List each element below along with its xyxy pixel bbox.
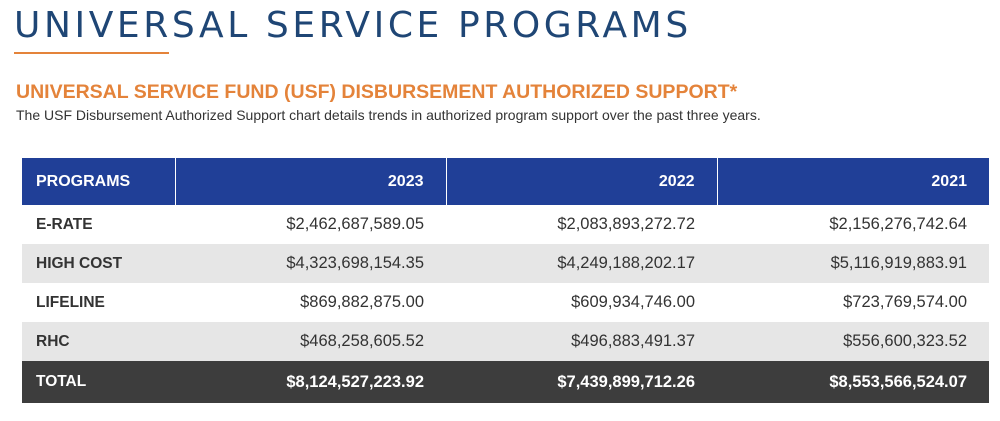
- column-header-2021: 2021: [716, 158, 989, 205]
- cell-2023: $4,323,698,154.35: [175, 244, 446, 283]
- row-label: RHC: [22, 322, 175, 361]
- cell-2021: $723,769,574.00: [843, 293, 967, 311]
- page-title: UNIVERSAL SERVICE PROGRAMS: [14, 5, 692, 46]
- cell-2021: $2,156,276,742.64: [829, 215, 967, 233]
- title-underline: [14, 52, 169, 54]
- cell-2022: $496,883,491.37: [446, 322, 717, 361]
- section-heading: UNIVERSAL SERVICE FUND (USF) DISBURSEMEN…: [16, 81, 738, 103]
- column-header-2023: 2023: [174, 158, 446, 205]
- usf-disbursement-table: PROGRAMS 2023 2022 2021 E-RATE $2,462,68…: [22, 158, 989, 403]
- total-label: TOTAL: [22, 361, 175, 403]
- cell-2021: $5,116,919,883.91: [717, 244, 989, 283]
- total-2023: $8,124,527,223.92: [175, 361, 446, 403]
- cell-2023: $468,258,605.52: [175, 322, 446, 361]
- table-row-e-rate: E-RATE $2,462,687,589.05 $2,083,893,272.…: [22, 205, 989, 244]
- table-total-row: TOTAL $8,124,527,223.92 $7,439,899,712.2…: [22, 361, 989, 403]
- table-row-rhc: RHC $468,258,605.52 $496,883,491.37 $556…: [22, 322, 989, 361]
- column-header-2022: 2022: [445, 158, 717, 205]
- cell-2022: $4,249,188,202.17: [446, 244, 717, 283]
- row-label: E-RATE: [36, 215, 93, 233]
- row-label: LIFELINE: [36, 293, 105, 311]
- table-row-lifeline: LIFELINE $869,882,875.00 $609,934,746.00…: [22, 283, 989, 322]
- cell-2022: $609,934,746.00: [571, 293, 695, 311]
- row-label: HIGH COST: [22, 244, 175, 283]
- cell-2023: $869,882,875.00: [300, 293, 424, 311]
- cell-2022: $2,083,893,272.72: [557, 215, 695, 233]
- section-description: The USF Disbursement Authorized Support …: [16, 107, 761, 123]
- table-row-high-cost: HIGH COST $4,323,698,154.35 $4,249,188,2…: [22, 244, 989, 283]
- table-header-row: PROGRAMS 2023 2022 2021: [22, 158, 989, 205]
- cell-2021: $556,600,323.52: [717, 322, 989, 361]
- column-header-programs: PROGRAMS: [22, 158, 175, 205]
- total-2022: $7,439,899,712.26: [446, 361, 717, 403]
- cell-2023: $2,462,687,589.05: [286, 215, 424, 233]
- total-2021: $8,553,566,524.07: [717, 361, 989, 403]
